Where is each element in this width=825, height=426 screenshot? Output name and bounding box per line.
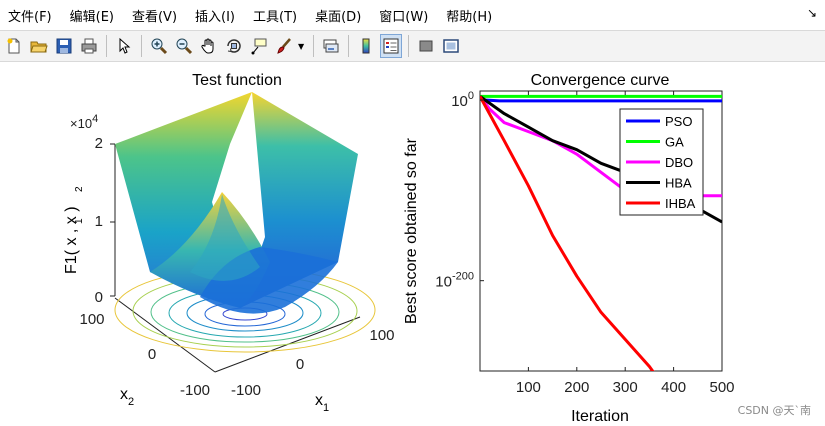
- csdn-watermark: CSDN @天`南: [737, 404, 811, 417]
- legend-label-dbo: DBO: [665, 155, 693, 170]
- test-function-surface: [115, 92, 358, 314]
- z-label-main: F1( x , x ): [63, 206, 80, 274]
- menu-insert[interactable]: 插入(I): [195, 9, 236, 25]
- legend-label-ihba: IHBA: [665, 196, 696, 211]
- figure-svg: Test function 2 1 0 ×104 F1( x , x ) 1 2: [63, 72, 735, 425]
- open-file-icon[interactable]: [28, 34, 50, 58]
- edit-plot-arrow-icon[interactable]: [113, 34, 135, 58]
- brush-dropdown-icon[interactable]: ▼: [298, 41, 305, 51]
- save-icon[interactable]: [53, 34, 75, 58]
- show-plot-tools-icon[interactable]: [440, 34, 462, 58]
- x2-label-subscript: 2: [128, 396, 134, 408]
- z-exponent-label: ×104: [70, 113, 98, 131]
- insert-legend-icon[interactable]: [380, 34, 403, 58]
- z-tick-label: 1: [95, 213, 103, 230]
- insert-colorbar-icon[interactable]: [355, 34, 377, 58]
- x2-axis-line: [114, 297, 216, 373]
- toolbar-separator: [141, 35, 142, 57]
- y-tick-exponent: 0: [468, 90, 474, 102]
- x2-tick-label: 0: [148, 346, 156, 363]
- z-tick-label: 0: [95, 289, 103, 306]
- z-tick-label: 2: [95, 135, 103, 152]
- hide-plot-tools-icon[interactable]: [415, 34, 437, 58]
- x2-tick-label: -100: [180, 382, 210, 399]
- convergence-chart: Convergence curve 100 200 300 400 500 10010-…: [403, 72, 735, 425]
- y-tick-label: 10-200: [435, 271, 474, 291]
- toolbar-separator: [106, 35, 107, 57]
- chart-legend[interactable]: PSO GA DBO HBA IHBA: [619, 108, 704, 216]
- x2-tick-label: 100: [79, 311, 104, 328]
- zoom-in-icon[interactable]: [148, 34, 170, 58]
- left-plot-title: Test function: [192, 72, 282, 89]
- menu-view[interactable]: 查看(V): [131, 9, 178, 25]
- x1-axis-label: x1: [315, 392, 329, 414]
- y-tick-base: 10: [435, 274, 452, 291]
- x1-label-main: x: [315, 392, 323, 409]
- y-tick-label: 100: [451, 90, 474, 110]
- menu-file[interactable]: 文件(F): [8, 9, 52, 25]
- x-axis-ticks: 100 200 300 400 500: [516, 91, 735, 396]
- x1-tick-label: 0: [296, 356, 304, 373]
- x1-tick-label: 100: [369, 327, 394, 344]
- y-tick-exponent: -200: [452, 271, 474, 283]
- menu-bar: 文件(F) 编辑(E) 查看(V) 插入(I) 工具(T) 桌面(D) 窗口(W…: [0, 0, 825, 30]
- x-tick-label: 500: [709, 379, 734, 396]
- z-exponent-power: 4: [92, 113, 98, 125]
- legend-label-hba: HBA: [665, 176, 692, 191]
- legend-label-ga: GA: [665, 135, 684, 150]
- menu-tools[interactable]: 工具(T): [253, 9, 298, 25]
- print-icon[interactable]: [78, 34, 100, 58]
- x-tick-label: 200: [564, 379, 589, 396]
- legend-label-pso: PSO: [665, 114, 692, 129]
- x-axis-label: Iteration: [571, 408, 629, 425]
- data-cursor-icon[interactable]: [248, 34, 270, 58]
- brush-icon[interactable]: [273, 34, 295, 58]
- x-tick-label: 300: [613, 379, 638, 396]
- x2-axis-label: x2: [120, 386, 134, 408]
- toolbar-separator: [313, 35, 315, 57]
- x2-label-main: x: [120, 386, 128, 403]
- x-tick-label: 100: [516, 379, 541, 396]
- link-plot-icon[interactable]: [320, 34, 342, 58]
- menu-edit[interactable]: 编辑(E): [69, 9, 114, 25]
- rotate-3d-icon[interactable]: [223, 34, 245, 58]
- surface-inner-highlight: [190, 194, 260, 281]
- figure-toolbar: ▼: [0, 30, 825, 62]
- x1-label-subscript: 1: [323, 402, 329, 414]
- z-label-subscript-2: 2: [74, 186, 85, 192]
- y-axis-label: Best score obtained so far: [403, 137, 420, 324]
- z-exponent-prefix: ×10: [70, 116, 92, 131]
- new-figure-icon[interactable]: [3, 34, 25, 58]
- z-axis-label: F1( x , x ): [63, 206, 80, 274]
- z-axis-ticks: [110, 143, 115, 297]
- toolbar-separator: [408, 35, 410, 57]
- menu-help[interactable]: 帮助(H): [446, 9, 493, 25]
- toolbar-separator: [348, 35, 350, 57]
- dock-arrow-icon[interactable]: ↘: [806, 6, 817, 20]
- chart-title: Convergence curve: [531, 72, 670, 89]
- menu-desktop[interactable]: 桌面(D): [315, 9, 362, 25]
- test-function-plot: Test function 2 1 0 ×104 F1( x , x ) 1 2: [63, 72, 395, 414]
- x1-tick-label: -100: [231, 382, 261, 399]
- figure-canvas: Test function 2 1 0 ×104 F1( x , x ) 1 2: [0, 62, 825, 426]
- legend-entries: PSO GA DBO HBA IHBA: [626, 114, 696, 211]
- zoom-out-icon[interactable]: [173, 34, 195, 58]
- y-tick-base: 10: [451, 93, 468, 110]
- pan-hand-icon[interactable]: [198, 34, 220, 58]
- menu-window[interactable]: 窗口(W): [379, 9, 429, 25]
- x-tick-label: 400: [661, 379, 686, 396]
- series-line-ihba: [480, 95, 655, 371]
- z-label-subscript-1: 1: [74, 218, 85, 224]
